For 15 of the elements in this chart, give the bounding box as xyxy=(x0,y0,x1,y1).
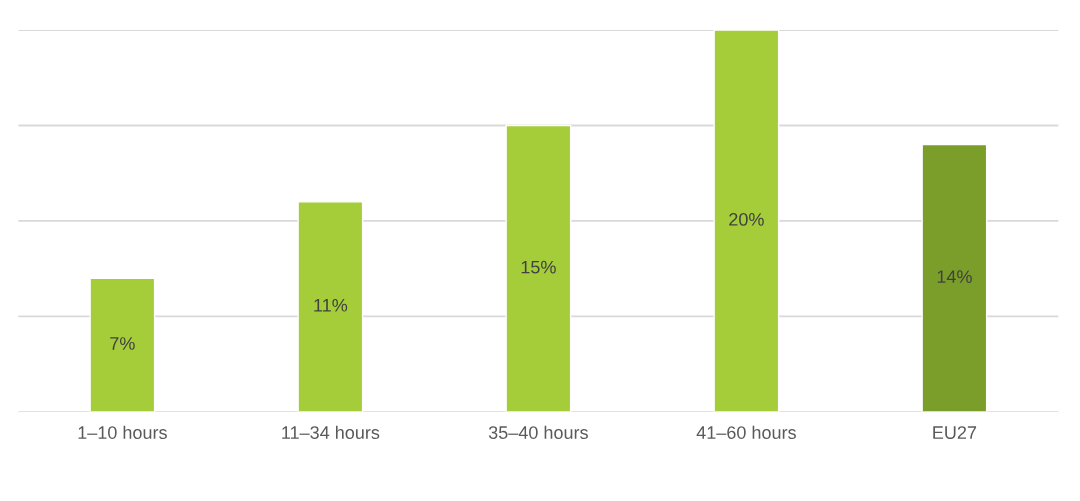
x-tick-label: 35–40 hours xyxy=(488,425,588,439)
x-tick-label: 11–34 hours xyxy=(282,425,380,439)
bar xyxy=(89,277,156,412)
data-label: 15% xyxy=(521,260,556,274)
x-tick-label: EU27 xyxy=(933,426,977,439)
x-tick-label: 1–10 hours xyxy=(78,425,167,439)
x-tick-label: 41–60 hours xyxy=(696,425,796,439)
data-label: 20% xyxy=(729,213,764,226)
data-label: 7% xyxy=(110,337,135,350)
bar xyxy=(713,30,780,412)
bar xyxy=(921,143,988,412)
data-label: 11% xyxy=(314,298,348,312)
bar xyxy=(297,201,364,412)
bar xyxy=(505,124,572,412)
data-label: 14% xyxy=(937,270,972,283)
